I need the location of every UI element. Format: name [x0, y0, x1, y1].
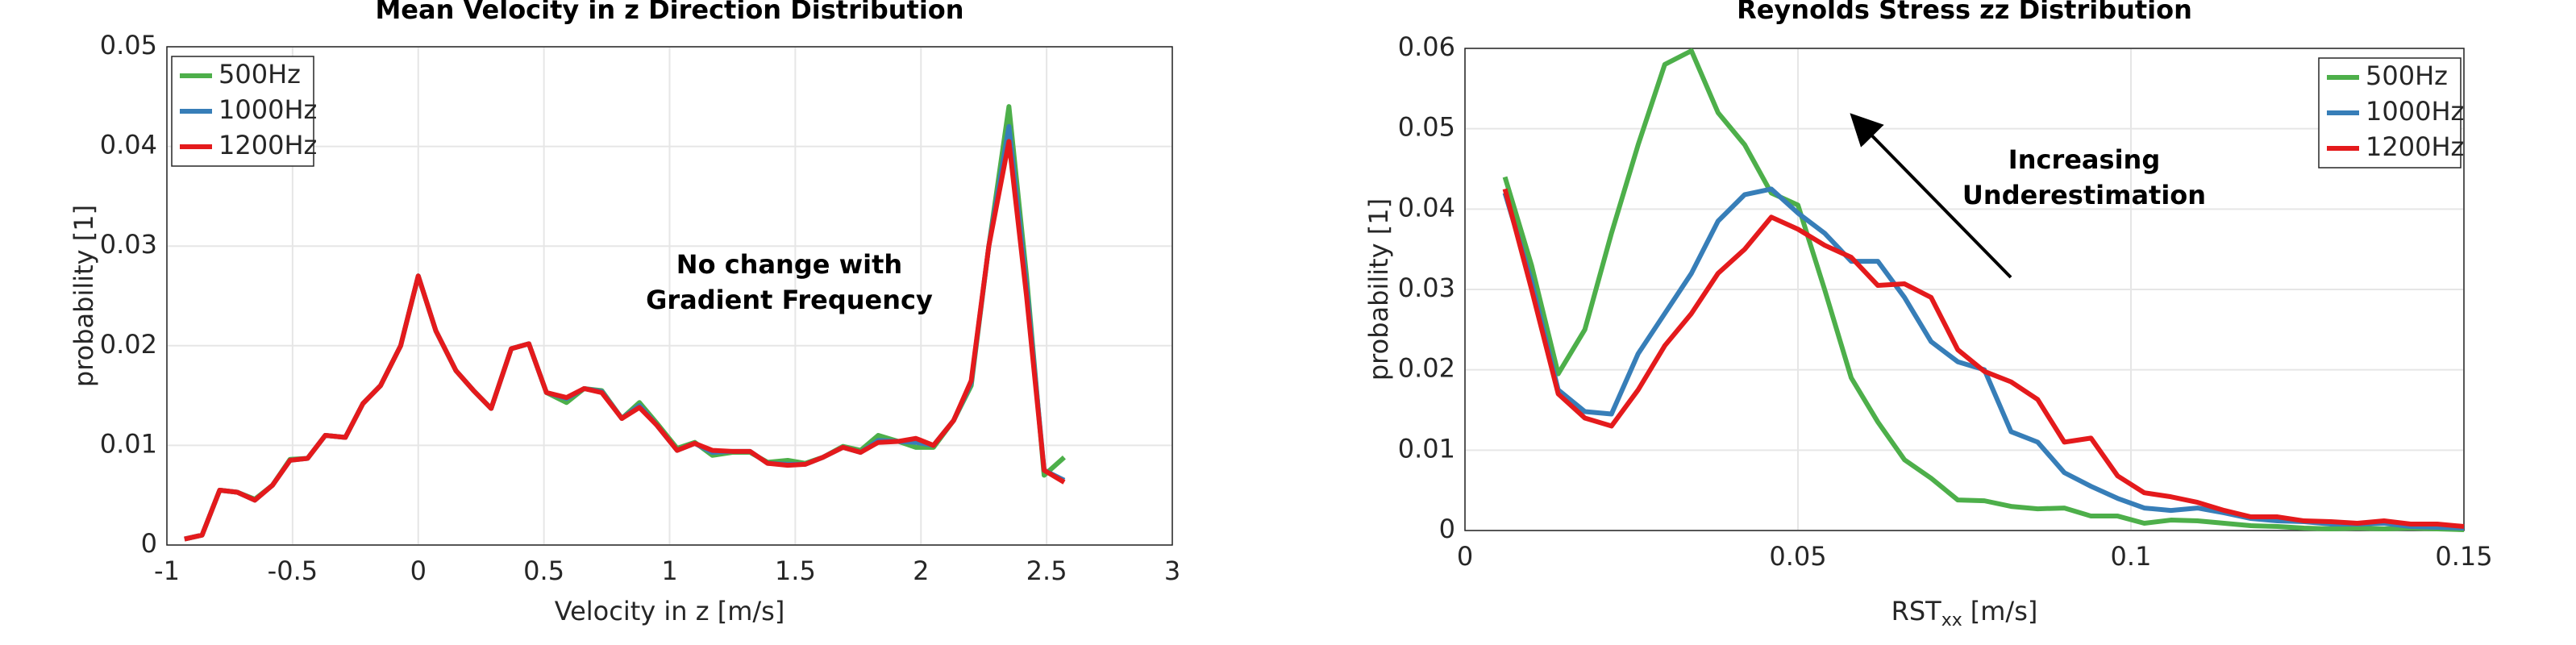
x-tick-label: 2 — [913, 556, 929, 586]
x-tick-label: 1.5 — [775, 556, 816, 586]
y-tick-label: 0.04 — [1398, 192, 1455, 223]
series-line — [1502, 48, 2465, 533]
x-tick-label: 0.1 — [2111, 541, 2152, 572]
y-tick-label: 0 — [141, 528, 157, 559]
x-axis-label: Velocity in z [m/s] — [555, 596, 785, 626]
legend-label: 500Hz — [2366, 60, 2448, 91]
x-tick-label: 0.05 — [1769, 541, 1826, 572]
y-tick-label: 0.01 — [100, 428, 157, 459]
legend-label: 1200Hz — [2366, 131, 2464, 162]
legend-label: 1200Hz — [218, 130, 317, 160]
annotation: Gradient Frequency — [646, 285, 933, 315]
y-axis-label: probability [1] — [69, 205, 99, 387]
y-tick-label: 0.02 — [100, 329, 157, 360]
legend-label: 1000Hz — [218, 94, 317, 125]
series-line — [1502, 188, 2465, 530]
y-tick-label: 0.03 — [100, 229, 157, 260]
x-axis-label: RSTxx [m/s] — [1891, 596, 2038, 630]
x-tick-label: -0.5 — [268, 556, 318, 586]
x-tick-label: 1 — [661, 556, 677, 586]
legend-label: 500Hz — [218, 59, 301, 89]
legend-label: 1000Hz — [2366, 96, 2464, 127]
x-axis-label-sub: xx — [1941, 610, 1962, 630]
axes-box — [1464, 48, 2465, 531]
y-tick-label: 0.05 — [1398, 112, 1455, 143]
annotation: No change with — [676, 249, 902, 280]
axes-box — [166, 46, 1173, 546]
x-tick-label: 0 — [410, 556, 427, 586]
x-tick-label: 2.5 — [1026, 556, 1067, 586]
x-axis-label-main: RST — [1891, 596, 1942, 626]
x-tick-label: 0.5 — [523, 556, 564, 586]
y-tick-label: 0.03 — [1398, 273, 1455, 303]
chart-title: Reynolds Stress zz Distribution — [1737, 0, 2192, 25]
series-line — [184, 139, 1066, 542]
annotation-arrow — [1850, 113, 2012, 279]
y-axis-label: probability [1] — [1363, 198, 1394, 381]
x-tick-label: -1 — [154, 556, 180, 586]
x-tick-label: 3 — [1164, 556, 1180, 586]
x-axis-label-unit: [m/s] — [1970, 596, 2038, 626]
annotation: Underestimation — [1962, 180, 2206, 210]
y-tick-label: 0 — [1439, 514, 1455, 544]
y-tick-label: 0.04 — [100, 130, 157, 160]
y-tick-label: 0.05 — [100, 30, 157, 60]
y-tick-label: 0.01 — [1398, 433, 1455, 464]
x-tick-label: 0.15 — [2435, 541, 2492, 572]
x-tick-label: 0 — [1457, 541, 1473, 572]
annotation: Increasing — [2008, 144, 2160, 175]
chart-title: Mean Velocity in z Direction Distributio… — [375, 0, 963, 25]
x-axis-label-main: Velocity in z [m/s] — [555, 596, 785, 626]
y-tick-label: 0.06 — [1398, 31, 1455, 62]
y-tick-label: 0.02 — [1398, 353, 1455, 384]
